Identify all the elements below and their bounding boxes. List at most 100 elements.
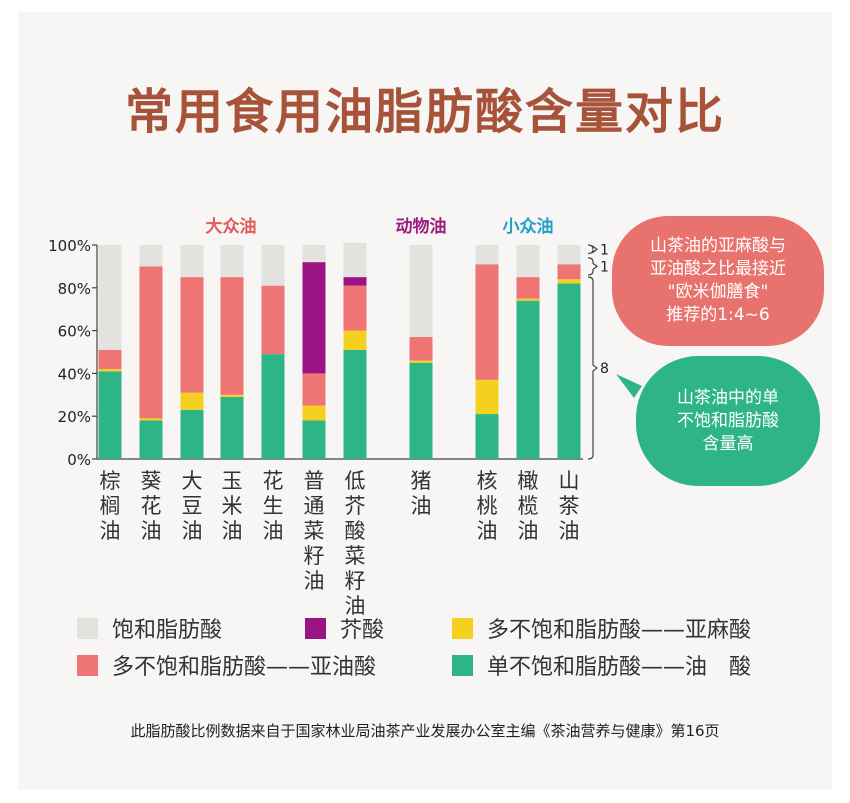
bar-segment	[180, 392, 204, 410]
bar-segment	[409, 362, 433, 459]
bar-segment	[557, 279, 581, 284]
x-tick-label: 菜	[345, 544, 366, 568]
bar-segment	[557, 245, 581, 265]
bar-segment	[98, 245, 122, 350]
callout-oleic: 山茶油中的单 不饱和脂肪酸 含量高	[636, 356, 820, 486]
x-tick-label: 大	[182, 469, 203, 493]
x-tick-label: 油	[222, 519, 243, 543]
bar-segment	[343, 330, 367, 350]
y-tick-label: 60%	[58, 323, 91, 341]
y-tick-label: 20%	[58, 408, 91, 426]
bar-segment	[557, 283, 581, 459]
bar-segment	[475, 379, 499, 415]
bracket	[587, 244, 598, 255]
bracket-label: 1	[600, 259, 609, 275]
bar-segment	[516, 298, 540, 301]
bar-segment	[139, 420, 163, 459]
bracket	[587, 276, 598, 460]
x-tick-label: 花	[141, 494, 162, 518]
x-tick-label: 低	[345, 469, 366, 493]
x-tick-label: 棕	[100, 469, 121, 493]
bar-segment	[343, 277, 367, 286]
x-tick-label: 榄	[518, 494, 539, 518]
x-tick-label: 花	[263, 469, 284, 493]
group-label: 大众油	[206, 216, 257, 237]
x-tick-label: 猪	[411, 469, 432, 493]
x-tick-label: 生	[263, 494, 284, 518]
page-title: 常用食用油脂肪酸含量对比	[124, 84, 725, 140]
x-tick-label: 核	[477, 469, 498, 493]
source-note: 此脂肪酸比例数据来自于国家林业局油茶产业发展办公室主编《茶油营养与健康》第16页	[130, 722, 720, 740]
bar-segment	[139, 418, 163, 421]
x-tick-label: 榈	[100, 494, 121, 518]
x-tick-label: 橄	[518, 469, 539, 493]
bar-segment	[475, 245, 499, 265]
bar-segment	[180, 245, 204, 278]
x-tick-label: 油	[518, 519, 539, 543]
bar-segment	[261, 245, 285, 286]
x-tick-label: 油	[100, 519, 121, 543]
bar-segment	[139, 266, 163, 419]
bar-segment	[261, 285, 285, 355]
x-tick-label: 油	[559, 519, 580, 543]
x-tick-label: 菜	[304, 519, 325, 543]
x-tick-label: 米	[222, 494, 243, 518]
bar-segment	[220, 396, 244, 459]
bar-segment	[180, 409, 204, 459]
y-tick-label: 0%	[67, 451, 91, 469]
bar-segment	[302, 420, 326, 459]
bar-segment	[302, 262, 326, 374]
bar-segment	[302, 245, 326, 263]
x-tick-label: 籽	[304, 544, 325, 568]
bar-segment	[302, 405, 326, 421]
bar-segment	[516, 277, 540, 299]
bracket-label: 1	[600, 242, 609, 258]
bar-segment	[516, 245, 540, 278]
x-tick-label: 油	[477, 519, 498, 543]
y-tick-label: 100%	[48, 237, 91, 255]
bar-segment	[139, 245, 163, 267]
x-tick-label: 油	[141, 519, 162, 543]
x-tick-label: 籽	[345, 569, 366, 593]
x-tick-label: 酸	[345, 519, 366, 543]
bracket	[587, 257, 598, 276]
bar-segment	[557, 264, 581, 280]
y-tick-label: 80%	[58, 280, 91, 298]
bar-segment	[98, 349, 122, 370]
x-tick-label: 豆	[182, 494, 203, 518]
bar-segment	[220, 394, 244, 397]
bar-segment	[220, 245, 244, 278]
x-tick-label: 普	[304, 469, 325, 493]
x-tick-label: 茶	[559, 494, 580, 518]
callout-oleic-pointer	[616, 374, 642, 398]
callout-ratio-text: 山茶油的亚麻酸与 亚油酸之比最接近 "欧米伽膳食" 推荐的1:4~6	[650, 236, 786, 325]
x-tick-label: 玉	[222, 469, 243, 493]
bar-segment	[343, 349, 367, 459]
x-tick-label: 桃	[477, 494, 498, 518]
bar-segment	[475, 264, 499, 380]
x-tick-label: 油	[182, 519, 203, 543]
bar-segment	[343, 242, 367, 278]
bar-segment	[475, 414, 499, 459]
bracket-label: 8	[600, 361, 609, 377]
group-label: 动物油	[396, 216, 447, 237]
bar-segment	[98, 371, 122, 459]
bar-segment	[343, 285, 367, 331]
bar-segment	[409, 245, 433, 338]
callout-oleic-text: 山茶油中的单 不饱和脂肪酸 含量高	[677, 387, 779, 454]
x-tick-label: 通	[304, 494, 325, 518]
bar-segment	[516, 300, 540, 459]
x-tick-label: 芥	[345, 494, 366, 518]
bar-segment	[98, 369, 122, 372]
bar-segment	[409, 337, 433, 361]
bar-segment	[180, 277, 204, 393]
bar-segment	[220, 277, 244, 395]
x-tick-label: 油	[411, 494, 432, 518]
bar-segment	[261, 354, 285, 459]
callout-ratio: 山茶油的亚麻酸与 亚油酸之比最接近 "欧米伽膳食" 推荐的1:4~6	[612, 216, 824, 346]
group-label: 小众油	[503, 216, 554, 237]
x-tick-label: 油	[304, 569, 325, 593]
x-tick-label: 葵	[141, 469, 162, 493]
x-tick-label: 油	[263, 519, 284, 543]
